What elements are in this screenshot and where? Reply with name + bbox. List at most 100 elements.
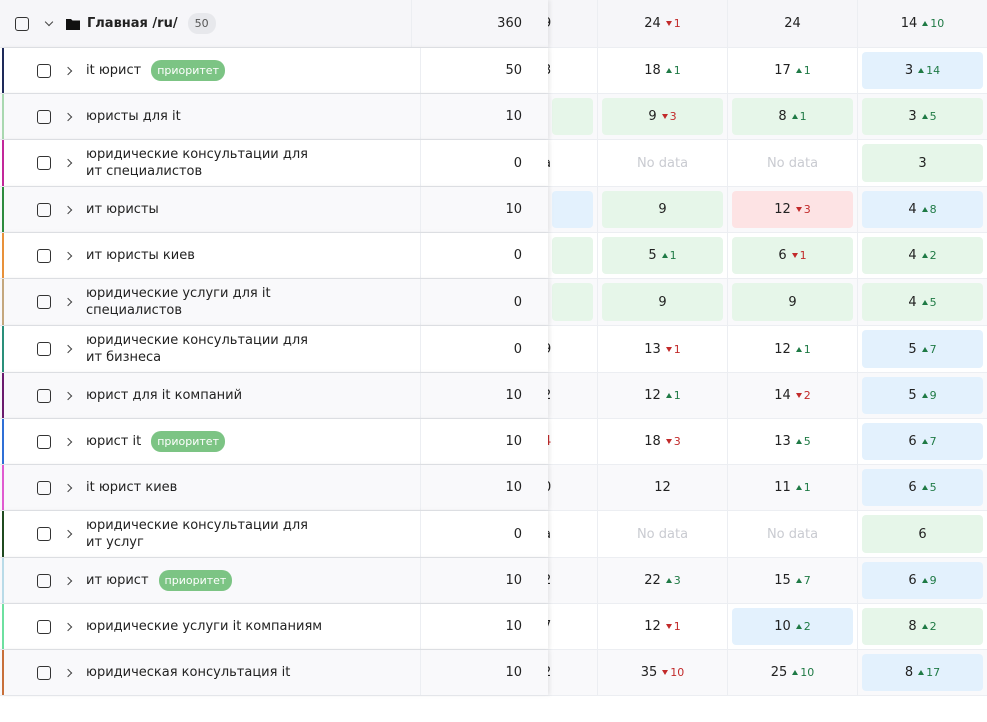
keyword-row: юридические услуги для it специалистов 0 9… — [0, 279, 987, 326]
expand-toggle[interactable] — [63, 297, 73, 307]
volume: 50 — [420, 48, 548, 93]
value: 17 — [774, 63, 791, 78]
checkbox[interactable] — [37, 295, 51, 309]
frozen-cols: юрист для it компаний 10 — [0, 373, 548, 418]
position-value: 12 1 — [644, 619, 681, 634]
trend-arrow — [792, 670, 799, 675]
value: No data — [766, 155, 819, 171]
checkbox[interactable] — [37, 156, 51, 170]
clipped-cell: 3 — [543, 48, 598, 93]
keyword-row: юридические консультации для ит бизнеса 0… — [0, 326, 987, 373]
checkbox[interactable] — [37, 248, 51, 263]
position-value: No data — [767, 527, 818, 542]
keyword-text: юридические консультации для ит специали… — [86, 147, 308, 179]
clipped-cell — [548, 94, 598, 139]
expand-toggle[interactable] — [63, 205, 73, 214]
value: 6 — [908, 480, 917, 495]
delta: 5 — [921, 481, 937, 494]
expand-toggle[interactable] — [63, 483, 73, 492]
checkbox[interactable] — [37, 342, 51, 356]
checkbox[interactable] — [37, 63, 51, 78]
value: 24 — [644, 16, 661, 31]
delta-value: 3 — [673, 435, 681, 448]
delta: 3 — [661, 110, 677, 123]
keyword-text: юридические услуги для it специалистов — [86, 286, 271, 318]
expand-toggle[interactable] — [44, 17, 54, 27]
expand-toggle[interactable] — [63, 391, 73, 400]
keyword: юристы для it — [86, 102, 420, 131]
group-row: Главная /ru/503609241241410 — [0, 0, 987, 48]
trend-arrow — [665, 393, 672, 398]
value: 9 — [658, 294, 667, 310]
trend-arrow — [921, 624, 928, 629]
delta: 14 — [918, 64, 940, 77]
keyword: it юрист приоритет — [86, 54, 420, 87]
keyword-text: юридические услуги it компаниям — [86, 619, 323, 634]
checkbox[interactable] — [15, 16, 29, 31]
keyword: юридические консультации для ит бизнеса — [86, 326, 420, 372]
checkbox[interactable] — [37, 480, 51, 495]
value: 13 — [774, 434, 791, 449]
trend-arrow — [918, 670, 925, 675]
value: 25 — [770, 665, 788, 680]
delta: 5 — [795, 435, 811, 448]
value: 6 — [908, 434, 917, 449]
checkbox[interactable] — [37, 202, 51, 217]
expand-toggle[interactable] — [63, 437, 73, 446]
position-cell: 3 — [858, 140, 987, 186]
expand-toggle[interactable] — [63, 66, 73, 75]
checkbox[interactable] — [37, 109, 51, 124]
cell-bg — [552, 237, 593, 274]
cell-bg — [732, 191, 853, 228]
value: 8 — [904, 665, 914, 680]
position-value: 17 1 — [774, 63, 811, 78]
frozen-cols: юридические консультации для ит услуг 0 — [0, 511, 548, 557]
trend-arrow — [795, 439, 802, 444]
row-stripe — [2, 94, 4, 139]
keyword: юридические услуги для it специалистов — [86, 279, 420, 325]
delta: 1 — [665, 64, 681, 77]
keyword-row: юридические консультации для ит специали… — [0, 140, 987, 187]
checkbox[interactable] — [37, 434, 51, 449]
expand-toggle[interactable] — [63, 344, 73, 354]
position-value: No data — [637, 156, 688, 171]
keyword-row: юридические консультации для ит услуг 0a N… — [0, 511, 987, 558]
checkbox[interactable] — [37, 388, 51, 403]
keyword-row: it юристприоритет503181171314 — [0, 48, 987, 94]
value: 14 — [900, 16, 918, 31]
delta: 7 — [921, 435, 937, 448]
position-value: No data — [637, 527, 688, 542]
expand-toggle[interactable] — [63, 622, 73, 631]
expand-toggle[interactable] — [63, 251, 73, 260]
delta-value: 2 — [803, 389, 811, 402]
clipped-cell: a — [543, 511, 598, 557]
keyword: юридические консультации для ит услуг — [86, 511, 420, 557]
checkbox[interactable] — [37, 619, 51, 634]
delta: 1 — [665, 389, 681, 402]
position-value: 24 — [784, 16, 801, 31]
expand-toggle[interactable] — [63, 529, 73, 539]
position-value: 25 10 — [771, 665, 815, 680]
delta-value: 7 — [929, 342, 937, 356]
expand-toggle[interactable] — [63, 112, 73, 121]
cell-bg — [552, 191, 593, 228]
expand-toggle[interactable] — [63, 576, 73, 585]
position-value: 11 1 — [774, 480, 811, 495]
checkbox[interactable] — [37, 665, 51, 680]
delta-value: 17 — [926, 666, 941, 679]
expand-toggle[interactable] — [63, 158, 73, 168]
frozen-cols: юридические консультации для ит специали… — [0, 140, 548, 186]
frozen-cols: ит юристы киев 0 — [0, 233, 548, 278]
frozen-cols: юридические услуги it компаниям 10 — [0, 604, 548, 649]
checkbox[interactable] — [37, 527, 51, 541]
trend-arrow — [795, 624, 802, 629]
value: 5 — [908, 341, 917, 357]
value: 6 — [918, 526, 927, 542]
checkbox[interactable] — [37, 573, 51, 588]
position-value: 12 — [654, 480, 671, 495]
expand-toggle[interactable] — [63, 668, 73, 677]
